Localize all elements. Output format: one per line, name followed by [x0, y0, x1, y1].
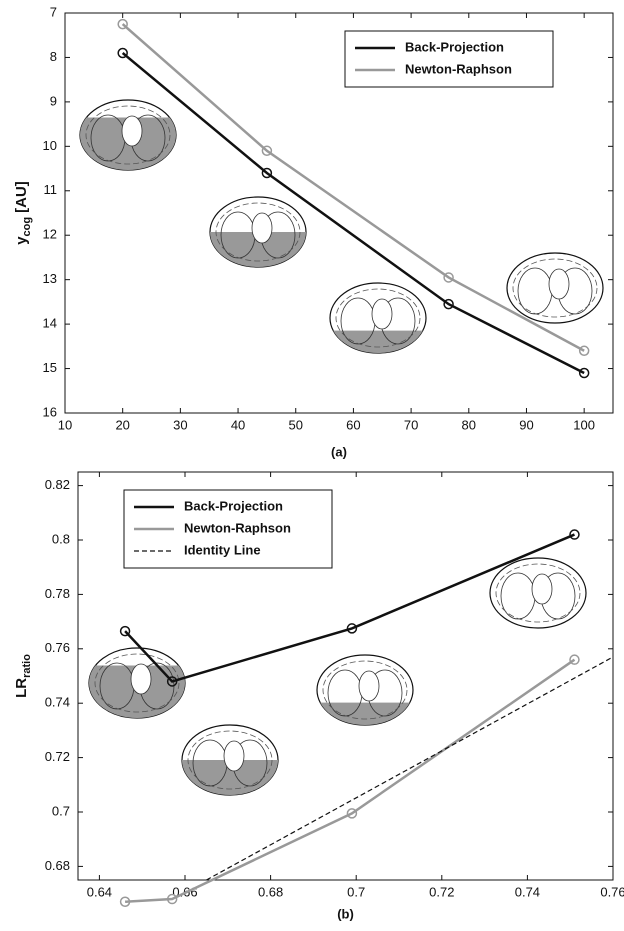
y-tick-label: 13	[43, 271, 57, 286]
data-point	[443, 272, 454, 283]
x-tick-label: 0.76	[600, 884, 624, 899]
data-point	[578, 345, 590, 357]
data-point	[119, 896, 131, 908]
data-point	[346, 623, 358, 634]
y-label-suffix: [AU]	[13, 181, 30, 213]
data-point	[443, 298, 454, 310]
data-point	[261, 145, 273, 157]
thorax-inner	[215, 202, 301, 262]
thorax-icon	[506, 252, 604, 324]
legend-label: Newton-Raphson	[405, 61, 512, 76]
x-tick-label: 0.72	[429, 884, 454, 899]
y-tick-label: 16	[43, 404, 57, 419]
x-tick-label: 100	[573, 417, 595, 432]
y-tick-label: 0.8	[52, 531, 70, 546]
data-point	[117, 47, 128, 59]
y-tick-label: 10	[43, 138, 57, 153]
y-tick-label: 15	[43, 360, 57, 375]
series-line	[206, 656, 614, 881]
series-line	[125, 658, 576, 904]
y-tick-label: 0.76	[45, 640, 70, 655]
x-tick-label: 20	[115, 417, 129, 432]
y-tick-label: 12	[43, 227, 57, 242]
heart	[121, 115, 143, 147]
legend-label: Back-Projection	[405, 39, 504, 54]
data-point	[119, 625, 131, 637]
thorax-icon	[489, 557, 587, 629]
thorax-icon	[329, 282, 427, 354]
y-tick-label: 0.72	[45, 749, 70, 764]
thorax-inner	[187, 730, 273, 790]
heart	[548, 268, 570, 300]
data-point	[261, 167, 273, 179]
series-line	[121, 52, 585, 375]
heart	[223, 740, 245, 772]
y-tick-label: 0.82	[45, 477, 70, 492]
y-tick-label: 11	[44, 182, 58, 197]
x-tick-label: 0.68	[258, 884, 283, 899]
y-label-sub: ratio	[21, 654, 33, 678]
x-tick-label: 60	[346, 417, 360, 432]
x-tick-label: 40	[231, 417, 245, 432]
x-tick-label: 10	[58, 417, 72, 432]
y-tick-label: 7	[50, 4, 57, 19]
data-point	[346, 808, 358, 819]
data-point	[117, 18, 128, 30]
thorax-inner	[335, 288, 421, 348]
x-tick-label: 70	[404, 417, 418, 432]
thorax-inner	[85, 105, 171, 165]
y-tick-label: 0.78	[45, 586, 70, 601]
y-tick-label: 0.74	[45, 695, 70, 710]
thorax-shading	[317, 702, 413, 725]
series-line	[121, 23, 585, 352]
heart	[531, 573, 553, 605]
x-tick-label: 0.74	[515, 884, 540, 899]
heart	[358, 670, 380, 702]
x-tick-label: 0.64	[87, 884, 112, 899]
legend-box	[344, 30, 554, 88]
legend-label: Identity Line	[184, 542, 261, 557]
y-tick-label: 9	[50, 93, 57, 108]
series-line	[124, 533, 575, 683]
thorax-inner	[94, 653, 180, 713]
heart	[251, 212, 273, 244]
y-label-main: y	[13, 236, 30, 245]
thorax-icon	[316, 654, 414, 726]
y-tick-label: 0.68	[45, 858, 70, 873]
thorax-icon	[79, 99, 177, 171]
data-point	[569, 529, 580, 540]
caption: (a)	[331, 444, 347, 459]
data-point	[166, 676, 178, 687]
y-tick-label: 0.7	[52, 803, 70, 818]
heart	[130, 663, 152, 695]
y-tick-label: 8	[50, 49, 57, 64]
thorax-inner	[495, 563, 581, 623]
x-tick-label: 80	[462, 417, 476, 432]
thorax-inner	[512, 258, 598, 318]
data-point	[166, 893, 178, 905]
data-point	[578, 367, 590, 379]
y-tick-label: 14	[43, 316, 57, 331]
x-tick-label: 0.7	[347, 884, 365, 899]
heart	[371, 298, 393, 330]
x-tick-label: 90	[519, 417, 533, 432]
x-tick-label: 50	[289, 417, 303, 432]
thorax-icon	[88, 647, 186, 719]
y-label-main: LR	[13, 678, 30, 698]
x-tick-label: 30	[173, 417, 187, 432]
thorax-inner	[322, 660, 408, 720]
legend-label: Newton-Raphson	[184, 520, 291, 535]
caption: (b)	[337, 906, 354, 921]
y-axis-label: ycog [AU]	[13, 181, 33, 245]
y-label-sub: cog	[21, 217, 33, 237]
legend-label: Back-Projection	[184, 498, 283, 513]
data-point	[569, 654, 580, 665]
thorax-shading	[330, 330, 426, 353]
y-axis-label: LRratio	[13, 654, 33, 698]
